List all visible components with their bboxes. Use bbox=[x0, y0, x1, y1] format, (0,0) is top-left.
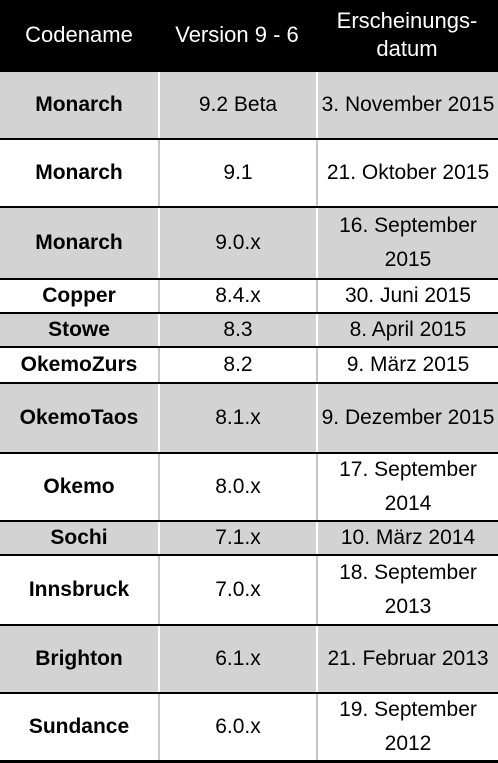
table-row: Sundance 6.0.x 19. September 2012 bbox=[0, 692, 498, 760]
header-release-date-text: Erscheinungs-datum bbox=[336, 8, 478, 61]
table-bottom-border bbox=[0, 760, 498, 763]
table-row: Stowe 8.3 8. April 2015 bbox=[0, 312, 498, 346]
date-text: 18. September 2013 bbox=[339, 561, 477, 618]
date-cell: 19. September 2012 bbox=[316, 694, 498, 760]
date-text: 9. März 2015 bbox=[346, 353, 470, 376]
version-cell: 7.1.x bbox=[158, 522, 316, 554]
date-cell: 18. September 2013 bbox=[316, 556, 498, 624]
date-cell: 9. Dezember 2015 bbox=[316, 384, 498, 452]
version-cell: 7.0.x bbox=[158, 556, 316, 624]
date-cell: 9. März 2015 bbox=[316, 348, 498, 382]
date-cell: 3. November 2015 bbox=[316, 72, 498, 138]
table-row: Brighton 6.1.x 21. Februar 2013 bbox=[0, 624, 498, 692]
table-row: Copper 8.4.x 30. Juni 2015 bbox=[0, 278, 498, 312]
codename-cell: Sundance bbox=[28, 715, 130, 738]
codename-cell: Monarch bbox=[35, 93, 123, 116]
table-row: Monarch 9.1 21. Oktober 2015 bbox=[0, 138, 498, 206]
date-cell: 30. Juni 2015 bbox=[316, 280, 498, 312]
date-text: 8. April 2015 bbox=[349, 318, 467, 341]
codename-cell: Brighton bbox=[35, 647, 123, 670]
date-text: 30. Juni 2015 bbox=[344, 284, 472, 307]
table-row: Sochi 7.1.x 10. März 2014 bbox=[0, 520, 498, 554]
codename-cell: Monarch bbox=[35, 231, 123, 254]
date-cell: 21. Oktober 2015 bbox=[316, 140, 498, 206]
codename-cell: Copper bbox=[42, 284, 116, 307]
version-cell: 8.3 bbox=[158, 314, 316, 346]
codename-cell: Stowe bbox=[48, 318, 110, 341]
table-row: OkemoZurs 8.2 9. März 2015 bbox=[0, 346, 498, 382]
table-row: Okemo 8.0.x 17. September 2014 bbox=[0, 452, 498, 520]
header-version: Version 9 - 6 bbox=[175, 22, 299, 47]
table-row: Monarch 9.2 Beta 3. November 2015 bbox=[0, 70, 498, 138]
date-text: 19. September 2012 bbox=[339, 698, 477, 755]
version-cell: 9.0.x bbox=[158, 208, 316, 278]
version-cell: 6.0.x bbox=[158, 694, 316, 760]
version-cell: 8.1.x bbox=[158, 384, 316, 452]
codename-cell: OkemoTaos bbox=[19, 406, 139, 429]
date-text: 21. Februar 2013 bbox=[327, 647, 489, 670]
date-text: 9. Dezember 2015 bbox=[321, 406, 495, 429]
codename-cell: OkemoZurs bbox=[20, 353, 138, 376]
version-cell: 9.2 Beta bbox=[158, 72, 316, 138]
codename-cell: Sochi bbox=[50, 526, 108, 549]
codename-cell: Okemo bbox=[43, 475, 115, 498]
table-header: Codename Version 9 - 6 Erscheinungs-datu… bbox=[0, 0, 498, 70]
date-text: 16. September 2015 bbox=[339, 214, 477, 271]
date-cell: 21. Februar 2013 bbox=[316, 626, 498, 692]
date-text: 10. März 2014 bbox=[340, 526, 476, 549]
header-release-date: Erscheinungs-datum bbox=[316, 0, 498, 70]
table-row: Monarch 9.0.x 16. September 2015 bbox=[0, 206, 498, 278]
version-cell: 8.4.x bbox=[158, 280, 316, 312]
date-text: 3. November 2015 bbox=[321, 93, 495, 116]
header-codename: Codename bbox=[25, 22, 133, 47]
codename-cell: Monarch bbox=[35, 161, 123, 184]
date-cell: 16. September 2015 bbox=[316, 208, 498, 278]
table-row: Innsbruck 7.0.x 18. September 2013 bbox=[0, 554, 498, 624]
date-cell: 17. September 2014 bbox=[316, 454, 498, 520]
version-cell: 6.1.x bbox=[158, 626, 316, 692]
version-cell: 8.0.x bbox=[158, 454, 316, 520]
version-cell: 9.1 bbox=[158, 140, 316, 206]
date-text: 17. September 2014 bbox=[339, 458, 477, 515]
table-row: OkemoTaos 8.1.x 9. Dezember 2015 bbox=[0, 382, 498, 452]
date-cell: 10. März 2014 bbox=[316, 522, 498, 554]
version-cell: 8.2 bbox=[158, 348, 316, 382]
codename-cell: Innsbruck bbox=[28, 578, 130, 601]
date-cell: 8. April 2015 bbox=[316, 314, 498, 346]
date-text: 21. Oktober 2015 bbox=[326, 161, 490, 184]
